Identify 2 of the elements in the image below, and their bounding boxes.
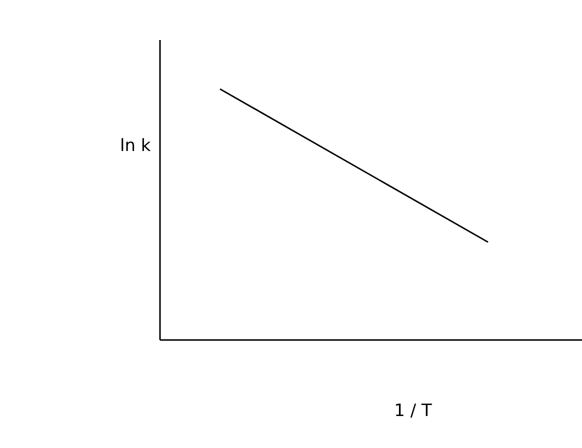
x-axis-title: 1 / T [394, 401, 432, 421]
y-axis-title: ln k [120, 136, 151, 156]
